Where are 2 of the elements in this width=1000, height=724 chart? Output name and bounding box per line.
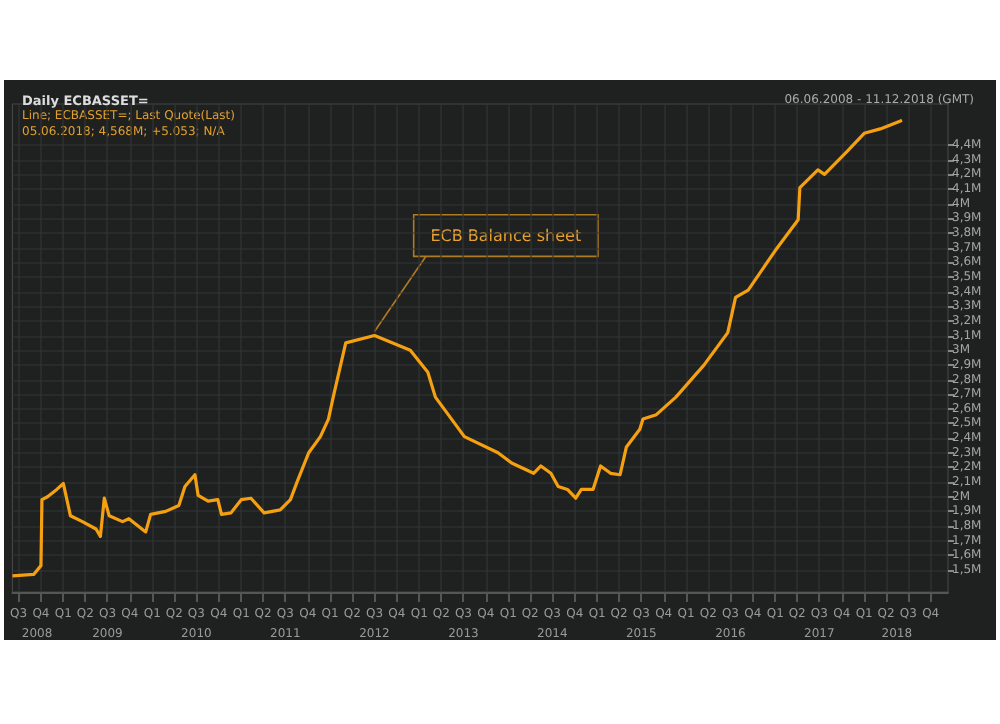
annotation: ECB Balance sheet — [430, 226, 582, 245]
line-series — [10, 118, 904, 578]
